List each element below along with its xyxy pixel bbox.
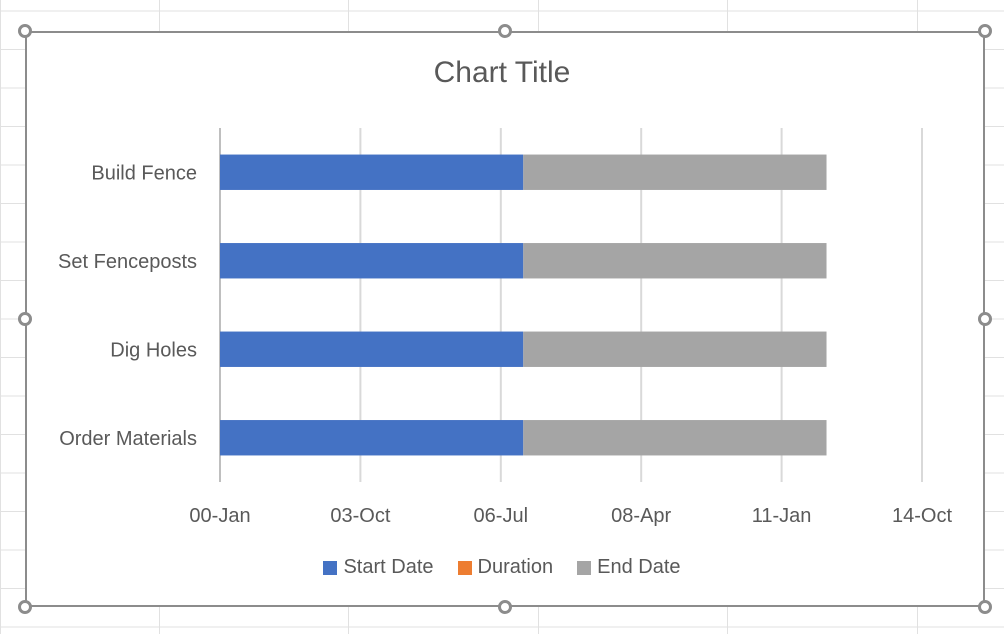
x-tick-label: 08-Apr <box>611 505 671 527</box>
y-category-label: Order Materials <box>59 428 197 450</box>
bar-end-date[interactable] <box>523 331 827 367</box>
resize-handle-bottom-left[interactable] <box>18 600 32 614</box>
resize-handle-top-center[interactable] <box>498 24 512 38</box>
bar-start-date[interactable] <box>220 331 524 367</box>
legend-item[interactable]: End Date <box>577 556 681 579</box>
resize-handle-top-right[interactable] <box>978 24 992 38</box>
resize-handle-bottom-right[interactable] <box>978 600 992 614</box>
legend-label: End Date <box>597 556 681 578</box>
x-tick-label: 11-Jan <box>752 505 812 527</box>
legend-swatch <box>457 560 472 575</box>
y-category-label: Dig Holes <box>110 339 197 361</box>
legend-label: Start Date <box>343 556 434 578</box>
resize-handle-middle-right[interactable] <box>978 312 992 326</box>
legend-item[interactable]: Start Date <box>323 556 434 579</box>
resize-handle-middle-left[interactable] <box>18 312 32 326</box>
legend-item[interactable]: Duration <box>457 556 554 579</box>
legend-label: Duration <box>477 556 554 578</box>
bar-start-date[interactable] <box>220 420 524 456</box>
bar-start-date[interactable] <box>220 243 524 279</box>
bar-end-date[interactable] <box>523 243 827 279</box>
bar-end-date[interactable] <box>523 420 827 456</box>
y-category-label: Set Fenceposts <box>58 251 197 273</box>
x-tick-label: 14-Oct <box>892 505 952 527</box>
x-tick-label: 06-Jul <box>474 505 528 527</box>
bar-start-date[interactable] <box>220 154 524 190</box>
y-category-label: Build Fence <box>91 162 197 184</box>
legend-swatch <box>577 560 592 575</box>
resize-handle-top-left[interactable] <box>18 24 32 38</box>
chart-title[interactable]: Chart Title <box>433 56 571 89</box>
chart-area[interactable] <box>25 31 985 607</box>
chart-legend[interactable]: Start Date Duration End Date <box>0 556 1004 579</box>
legend-swatch <box>323 560 338 575</box>
bar-end-date[interactable] <box>523 154 827 190</box>
x-tick-label: 00-Jan <box>189 505 250 527</box>
resize-handle-bottom-center[interactable] <box>498 600 512 614</box>
x-tick-label: 03-Oct <box>330 505 390 527</box>
